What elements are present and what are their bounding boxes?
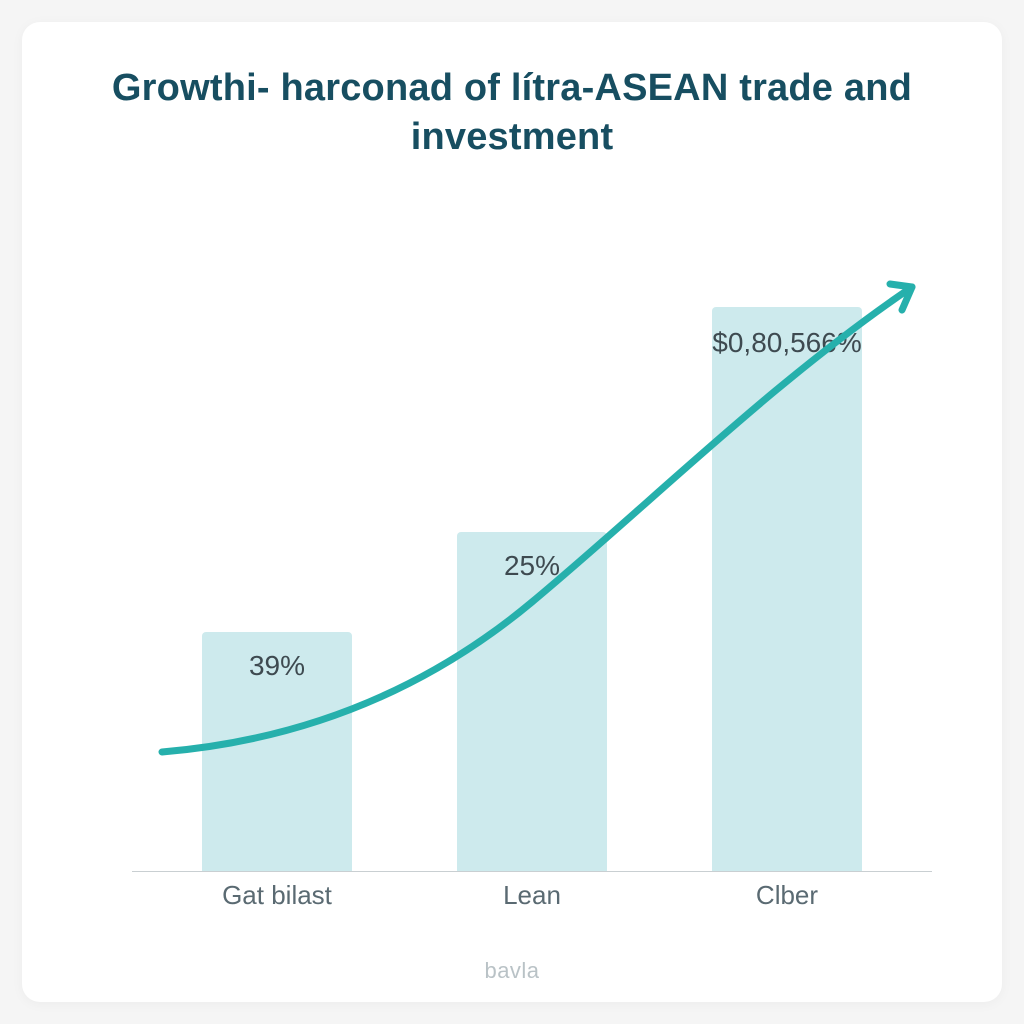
bar-2 [712, 307, 862, 872]
watermark: bavla [22, 958, 1002, 984]
bar-2-value-label: $0,80,566% [692, 327, 882, 359]
bar-0-value-label: 39% [182, 650, 372, 682]
bar-1 [457, 532, 607, 872]
title-line-1: Growthi- harconad of lítra-ASEAN trade a… [82, 64, 942, 113]
bar-chart: 39% 25% $0,80,566% Gat bilast Lean Clber [132, 232, 932, 912]
bar-1-value-label: 25% [437, 550, 627, 582]
plot-area: 39% 25% $0,80,566% [132, 232, 932, 872]
axis-label-1: Lean [427, 880, 637, 911]
axis-label-2: Clber [682, 880, 892, 911]
axis-label-0: Gat bilast [172, 880, 382, 911]
chart-card: Growthi- harconad of lítra-ASEAN trade a… [22, 22, 1002, 1002]
chart-title: Growthi- harconad of lítra-ASEAN trade a… [22, 64, 1002, 163]
title-line-2: investment [82, 113, 942, 162]
x-axis-baseline [132, 871, 932, 872]
